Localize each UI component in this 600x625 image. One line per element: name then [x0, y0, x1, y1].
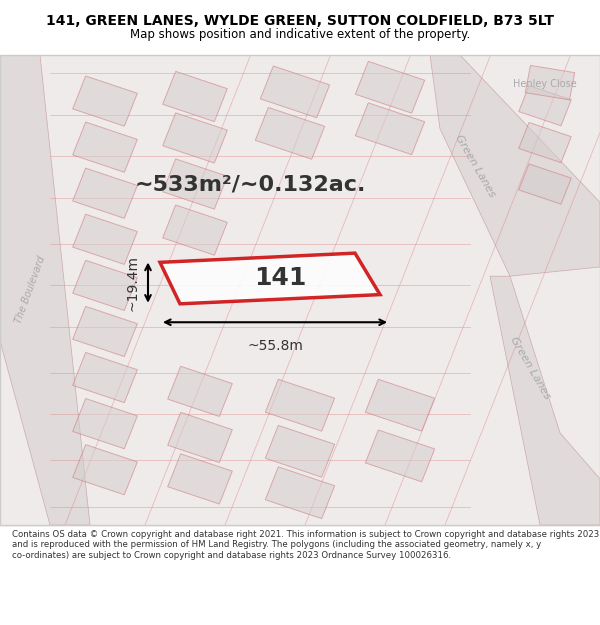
Polygon shape	[73, 122, 137, 172]
Text: 141: 141	[254, 266, 306, 290]
Polygon shape	[167, 412, 232, 462]
Polygon shape	[519, 122, 571, 162]
Polygon shape	[0, 55, 600, 525]
Text: Green Lanes: Green Lanes	[453, 132, 497, 199]
Text: ~533m²/~0.132ac.: ~533m²/~0.132ac.	[134, 174, 365, 194]
Polygon shape	[160, 253, 380, 304]
Polygon shape	[265, 467, 335, 519]
Polygon shape	[0, 55, 90, 525]
Polygon shape	[73, 306, 137, 357]
Polygon shape	[519, 86, 571, 126]
Polygon shape	[73, 444, 137, 495]
Polygon shape	[365, 379, 434, 431]
Polygon shape	[265, 379, 335, 431]
Polygon shape	[490, 276, 600, 525]
Polygon shape	[167, 454, 232, 504]
Text: ~19.4m: ~19.4m	[126, 254, 140, 311]
Text: Green Lanes: Green Lanes	[508, 336, 552, 401]
Polygon shape	[163, 159, 227, 209]
Polygon shape	[73, 260, 137, 311]
Polygon shape	[265, 426, 335, 477]
Text: Henley Close: Henley Close	[513, 79, 577, 89]
Polygon shape	[355, 103, 425, 154]
Polygon shape	[519, 164, 571, 204]
Polygon shape	[365, 430, 434, 482]
Polygon shape	[430, 55, 600, 276]
Polygon shape	[260, 66, 329, 118]
Polygon shape	[73, 214, 137, 264]
Text: Contains OS data © Crown copyright and database right 2021. This information is : Contains OS data © Crown copyright and d…	[12, 530, 599, 560]
Polygon shape	[73, 399, 137, 449]
Polygon shape	[163, 113, 227, 163]
Polygon shape	[73, 76, 137, 126]
Polygon shape	[167, 366, 232, 416]
Polygon shape	[256, 107, 325, 159]
Text: The Boulevard: The Boulevard	[13, 255, 47, 325]
Polygon shape	[73, 352, 137, 402]
Polygon shape	[525, 66, 575, 100]
Text: Map shows position and indicative extent of the property.: Map shows position and indicative extent…	[130, 28, 470, 41]
Text: ~55.8m: ~55.8m	[247, 339, 303, 353]
Text: 141, GREEN LANES, WYLDE GREEN, SUTTON COLDFIELD, B73 5LT: 141, GREEN LANES, WYLDE GREEN, SUTTON CO…	[46, 14, 554, 28]
Polygon shape	[73, 168, 137, 218]
Polygon shape	[355, 61, 425, 113]
Polygon shape	[163, 205, 227, 255]
Polygon shape	[163, 71, 227, 122]
